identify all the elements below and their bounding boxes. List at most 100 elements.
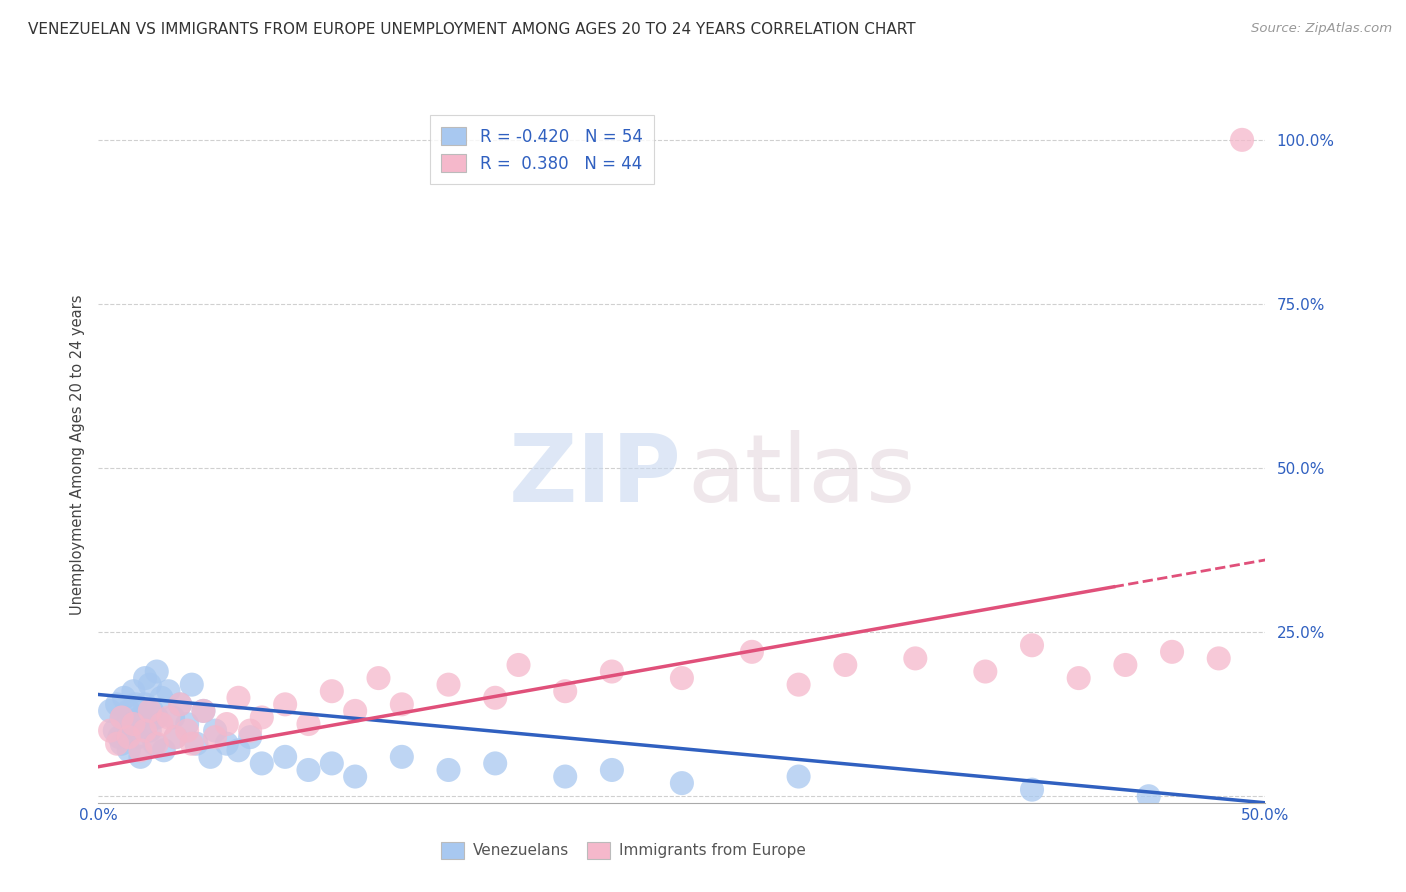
Point <box>127 730 149 744</box>
Text: Source: ZipAtlas.com: Source: ZipAtlas.com <box>1251 22 1392 36</box>
Point <box>741 645 763 659</box>
Point <box>193 704 215 718</box>
Point <box>228 743 250 757</box>
Point <box>139 723 162 738</box>
Point <box>111 710 134 724</box>
Point <box>122 723 145 738</box>
Point <box>129 710 152 724</box>
Point <box>118 730 141 744</box>
Point <box>146 665 169 679</box>
Point <box>165 730 187 744</box>
Point <box>125 698 148 712</box>
Point <box>136 717 159 731</box>
Point <box>157 710 180 724</box>
Point <box>150 690 173 705</box>
Point <box>671 776 693 790</box>
Point <box>508 657 530 672</box>
Point <box>200 749 222 764</box>
Point <box>344 704 367 718</box>
Point <box>134 698 156 712</box>
Point <box>193 704 215 718</box>
Point <box>111 737 134 751</box>
Legend: Venezuelans, Immigrants from Europe: Venezuelans, Immigrants from Europe <box>434 836 813 864</box>
Point <box>228 690 250 705</box>
Point <box>122 684 145 698</box>
Point <box>787 770 810 784</box>
Point <box>139 704 162 718</box>
Point <box>600 665 623 679</box>
Point <box>112 690 135 705</box>
Point <box>169 698 191 712</box>
Point <box>671 671 693 685</box>
Point <box>391 749 413 764</box>
Point <box>1208 651 1230 665</box>
Point <box>104 723 127 738</box>
Point <box>152 743 174 757</box>
Point <box>1230 133 1253 147</box>
Point <box>437 678 460 692</box>
Point <box>904 651 927 665</box>
Point <box>554 770 576 784</box>
Point <box>143 737 166 751</box>
Point <box>834 657 856 672</box>
Point <box>186 737 208 751</box>
Point <box>239 730 262 744</box>
Point <box>239 723 262 738</box>
Point <box>115 717 138 731</box>
Point <box>974 665 997 679</box>
Text: VENEZUELAN VS IMMIGRANTS FROM EUROPE UNEMPLOYMENT AMONG AGES 20 TO 24 YEARS CORR: VENEZUELAN VS IMMIGRANTS FROM EUROPE UNE… <box>28 22 915 37</box>
Point <box>129 749 152 764</box>
Point <box>297 763 319 777</box>
Point <box>176 723 198 738</box>
Point <box>1021 638 1043 652</box>
Point <box>134 671 156 685</box>
Point <box>204 723 226 738</box>
Point <box>344 770 367 784</box>
Point <box>157 684 180 698</box>
Point <box>215 737 238 751</box>
Point <box>250 710 273 724</box>
Point <box>146 710 169 724</box>
Point <box>554 684 576 698</box>
Point <box>141 704 163 718</box>
Point <box>321 684 343 698</box>
Point <box>134 723 156 738</box>
Point <box>122 717 145 731</box>
Text: ZIP: ZIP <box>509 430 682 522</box>
Point <box>105 737 128 751</box>
Point <box>204 730 226 744</box>
Point <box>98 723 121 738</box>
Point <box>437 763 460 777</box>
Point <box>139 678 162 692</box>
Point <box>391 698 413 712</box>
Point <box>165 730 187 744</box>
Point <box>118 743 141 757</box>
Point <box>108 730 131 744</box>
Point <box>105 698 128 712</box>
Point <box>274 698 297 712</box>
Point <box>169 698 191 712</box>
Point <box>1114 657 1136 672</box>
Point <box>215 717 238 731</box>
Point <box>1021 782 1043 797</box>
Point <box>367 671 389 685</box>
Point <box>176 717 198 731</box>
Point <box>787 678 810 692</box>
Point <box>111 710 134 724</box>
Point <box>180 737 202 751</box>
Point <box>98 704 121 718</box>
Point <box>250 756 273 771</box>
Point <box>321 756 343 771</box>
Point <box>1137 789 1160 804</box>
Text: atlas: atlas <box>688 430 915 522</box>
Point <box>484 690 506 705</box>
Point <box>297 717 319 731</box>
Point <box>150 717 173 731</box>
Point <box>1067 671 1090 685</box>
Point <box>600 763 623 777</box>
Point <box>118 704 141 718</box>
Point <box>162 710 184 724</box>
Point <box>180 678 202 692</box>
Point <box>484 756 506 771</box>
Point <box>1161 645 1184 659</box>
